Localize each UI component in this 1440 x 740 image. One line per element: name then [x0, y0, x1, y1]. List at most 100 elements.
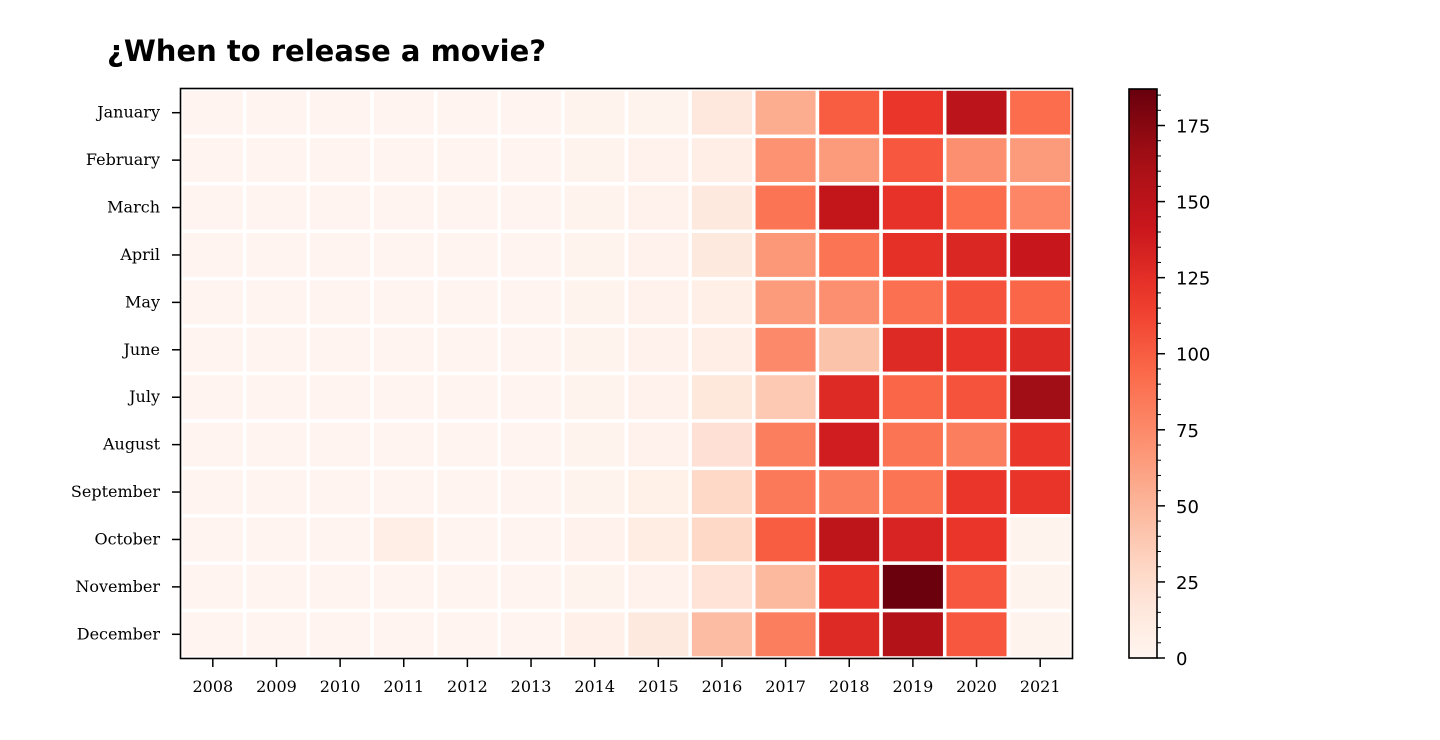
heatmap-cell — [942, 561, 1011, 613]
x-tick-label: 2021 — [1020, 677, 1061, 696]
heatmap-cell — [497, 561, 565, 613]
heatmap-cell — [242, 134, 311, 186]
heatmap-cell — [561, 276, 629, 328]
heatmap-cell — [624, 229, 692, 281]
heatmap-cell — [561, 371, 629, 423]
heatmap-cell — [815, 371, 883, 423]
heatmap-cell — [879, 419, 947, 471]
heatmap-cell — [688, 324, 756, 376]
heatmap-cell — [879, 276, 947, 328]
heatmap-cell — [942, 276, 1011, 328]
heatmap-cell — [688, 182, 756, 233]
heatmap-cell — [942, 134, 1011, 186]
heatmap-cell — [815, 276, 883, 328]
heatmap-cell — [879, 87, 947, 139]
chart-title: ¿When to release a movie? — [107, 34, 546, 68]
heatmap-cell — [497, 134, 565, 186]
colorbar-frame — [1128, 88, 1158, 659]
heatmap-cell — [561, 466, 629, 518]
heatmap-cell — [1006, 87, 1074, 139]
heatmap-cell — [370, 371, 438, 423]
heatmap-cell — [688, 276, 756, 328]
heatmap-cell — [497, 87, 565, 139]
heatmap-cell — [942, 514, 1011, 565]
heatmap-cell — [370, 276, 438, 328]
heatmap-cell — [688, 466, 756, 518]
heatmap-cell — [1006, 371, 1074, 423]
heatmap-cell — [179, 419, 247, 471]
y-tick-label: December — [77, 624, 161, 643]
heatmap-cell — [497, 419, 565, 471]
heatmap-cell — [497, 229, 565, 281]
heatmap-cell — [179, 134, 247, 186]
heatmap-cell — [370, 134, 438, 186]
y-tick-label: May — [125, 292, 160, 311]
heatmap-cell — [688, 229, 756, 281]
heatmap-cell — [179, 514, 247, 565]
heatmap-cell — [624, 87, 692, 139]
heatmap-cell — [815, 419, 883, 471]
heatmap-cell — [815, 87, 883, 139]
heatmap-cell — [370, 87, 438, 139]
heatmap-cell — [752, 419, 820, 471]
colorbar-gradient — [1129, 89, 1157, 658]
colorbar-tick-label: 125 — [1176, 269, 1210, 290]
y-tick-label: February — [86, 150, 160, 169]
colorbar-tick-label: 25 — [1176, 573, 1199, 594]
heatmap-cell — [752, 561, 820, 613]
heatmap-cell — [370, 608, 438, 660]
heatmap-cell — [815, 182, 883, 233]
x-tick-label: 2019 — [893, 677, 934, 696]
x-tick-label: 2008 — [192, 677, 233, 696]
heatmap-cell — [242, 371, 311, 423]
heatmap-cell — [752, 87, 820, 139]
heatmap-cell — [879, 324, 947, 376]
heatmap-cell — [433, 87, 501, 139]
y-tick-label: October — [95, 529, 161, 548]
colorbar-tick-label: 150 — [1176, 193, 1210, 214]
heatmap-cell — [179, 229, 247, 281]
colorbar-tick-label: 75 — [1176, 421, 1199, 442]
y-axis: January February March April May June July Augu… — [71, 103, 180, 643]
heatmap-cell — [306, 466, 374, 518]
heatmap-cell — [370, 182, 438, 233]
y-tick-label: September — [71, 482, 160, 501]
heatmap-cell — [433, 466, 501, 518]
heatmap-cell — [306, 561, 374, 613]
heatmap-cell — [433, 182, 501, 233]
heatmap-cell — [179, 87, 247, 139]
heatmap-cell — [242, 514, 311, 565]
x-tick-label: 2016 — [702, 677, 743, 696]
heatmap-cell — [815, 229, 883, 281]
x-tick-label: 2018 — [829, 677, 870, 696]
heatmap-cell — [370, 229, 438, 281]
heatmap-cell — [1006, 514, 1074, 565]
heatmap-cell — [497, 276, 565, 328]
heatmap-cell — [815, 514, 883, 565]
heatmap-cell — [242, 419, 311, 471]
heatmap-cell — [624, 419, 692, 471]
heatmap-cell — [624, 561, 692, 613]
heatmap-cell — [306, 276, 374, 328]
heatmap-cell — [179, 608, 247, 660]
heatmap-cell — [879, 514, 947, 565]
heatmap-cell — [879, 561, 947, 613]
y-tick-label: August — [102, 435, 161, 454]
x-tick-label: 2010 — [320, 677, 361, 696]
heatmap-cell — [752, 276, 820, 328]
heatmap-cell — [306, 608, 374, 660]
heatmap-cell — [306, 371, 374, 423]
heatmap-cell — [497, 182, 565, 233]
y-tick-label: November — [75, 577, 160, 596]
heatmap-cell — [561, 419, 629, 471]
y-tick-label: July — [127, 387, 160, 406]
heatmap-cell — [624, 608, 692, 660]
heatmap-cell — [561, 87, 629, 139]
heatmap-cell — [879, 182, 947, 233]
heatmap-cell — [561, 561, 629, 613]
heatmap-cell — [179, 182, 247, 233]
heatmap-cell — [624, 466, 692, 518]
y-tick-label: June — [122, 340, 161, 359]
heatmap-cell — [752, 608, 820, 660]
heatmap-cell — [179, 561, 247, 613]
